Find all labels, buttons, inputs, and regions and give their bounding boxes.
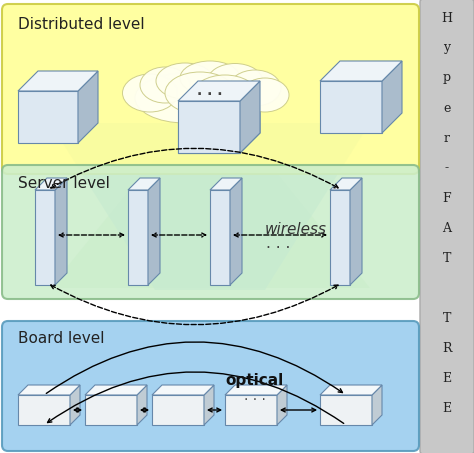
Text: p: p (443, 72, 451, 85)
Polygon shape (137, 385, 147, 425)
FancyBboxPatch shape (2, 4, 419, 174)
Polygon shape (277, 385, 287, 425)
Polygon shape (18, 395, 70, 425)
Text: A: A (443, 222, 452, 235)
Ellipse shape (208, 63, 263, 98)
Polygon shape (350, 178, 362, 285)
Polygon shape (178, 101, 240, 153)
Ellipse shape (241, 78, 289, 112)
Polygon shape (35, 178, 67, 190)
FancyArrowPatch shape (51, 148, 338, 188)
Ellipse shape (122, 74, 177, 112)
Polygon shape (148, 178, 160, 285)
Polygon shape (210, 190, 230, 285)
FancyBboxPatch shape (2, 165, 419, 299)
Polygon shape (128, 190, 148, 285)
Polygon shape (178, 81, 260, 101)
FancyArrowPatch shape (152, 233, 206, 237)
Polygon shape (18, 91, 78, 143)
Text: Server level: Server level (18, 176, 110, 191)
FancyArrowPatch shape (141, 408, 148, 412)
Text: . . .: . . . (197, 84, 223, 98)
Polygon shape (50, 158, 370, 288)
FancyArrowPatch shape (51, 285, 338, 325)
Polygon shape (330, 190, 350, 285)
Polygon shape (152, 395, 204, 425)
FancyArrowPatch shape (234, 233, 326, 237)
FancyArrowPatch shape (282, 408, 316, 412)
Polygon shape (320, 395, 372, 425)
Text: wireless: wireless (265, 222, 327, 237)
Ellipse shape (180, 61, 240, 95)
Polygon shape (50, 123, 370, 290)
Text: e: e (443, 101, 451, 115)
FancyArrowPatch shape (74, 408, 81, 412)
Polygon shape (210, 178, 242, 190)
Polygon shape (178, 101, 240, 153)
Ellipse shape (192, 75, 257, 115)
Polygon shape (55, 178, 67, 285)
Text: Board level: Board level (18, 331, 104, 346)
FancyBboxPatch shape (2, 321, 419, 451)
Text: R: R (442, 342, 452, 355)
Text: E: E (442, 401, 452, 414)
Polygon shape (178, 81, 260, 101)
Polygon shape (85, 385, 147, 395)
Polygon shape (320, 81, 382, 133)
Ellipse shape (135, 73, 235, 123)
Polygon shape (35, 190, 55, 285)
FancyArrowPatch shape (47, 372, 344, 424)
Polygon shape (225, 395, 277, 425)
Text: T: T (443, 251, 451, 265)
Text: F: F (443, 192, 451, 204)
Polygon shape (230, 178, 242, 285)
Ellipse shape (140, 67, 190, 103)
Text: H: H (441, 11, 453, 24)
Text: y: y (444, 42, 451, 54)
Ellipse shape (165, 72, 235, 114)
Polygon shape (372, 385, 382, 425)
Polygon shape (382, 61, 402, 133)
Text: E: E (442, 371, 452, 385)
Text: r: r (444, 131, 450, 145)
Ellipse shape (229, 70, 281, 106)
Text: . . .: . . . (266, 236, 290, 251)
Polygon shape (85, 395, 137, 425)
FancyArrowPatch shape (209, 408, 221, 412)
FancyArrowPatch shape (46, 342, 342, 393)
Polygon shape (240, 81, 260, 153)
Text: Distributed level: Distributed level (18, 17, 145, 32)
Polygon shape (18, 71, 98, 91)
Polygon shape (128, 178, 160, 190)
Text: T: T (443, 312, 451, 324)
Text: -: - (445, 162, 449, 174)
FancyArrowPatch shape (59, 233, 124, 237)
Text: optical: optical (226, 374, 284, 389)
Polygon shape (330, 178, 362, 190)
Polygon shape (320, 61, 402, 81)
Ellipse shape (156, 63, 214, 99)
Polygon shape (78, 71, 98, 143)
Polygon shape (18, 385, 80, 395)
Polygon shape (152, 385, 214, 395)
Polygon shape (70, 385, 80, 425)
FancyBboxPatch shape (420, 0, 474, 453)
Polygon shape (204, 385, 214, 425)
Polygon shape (225, 385, 287, 395)
Polygon shape (320, 385, 382, 395)
Text: . . .: . . . (244, 389, 266, 403)
Polygon shape (240, 81, 260, 153)
